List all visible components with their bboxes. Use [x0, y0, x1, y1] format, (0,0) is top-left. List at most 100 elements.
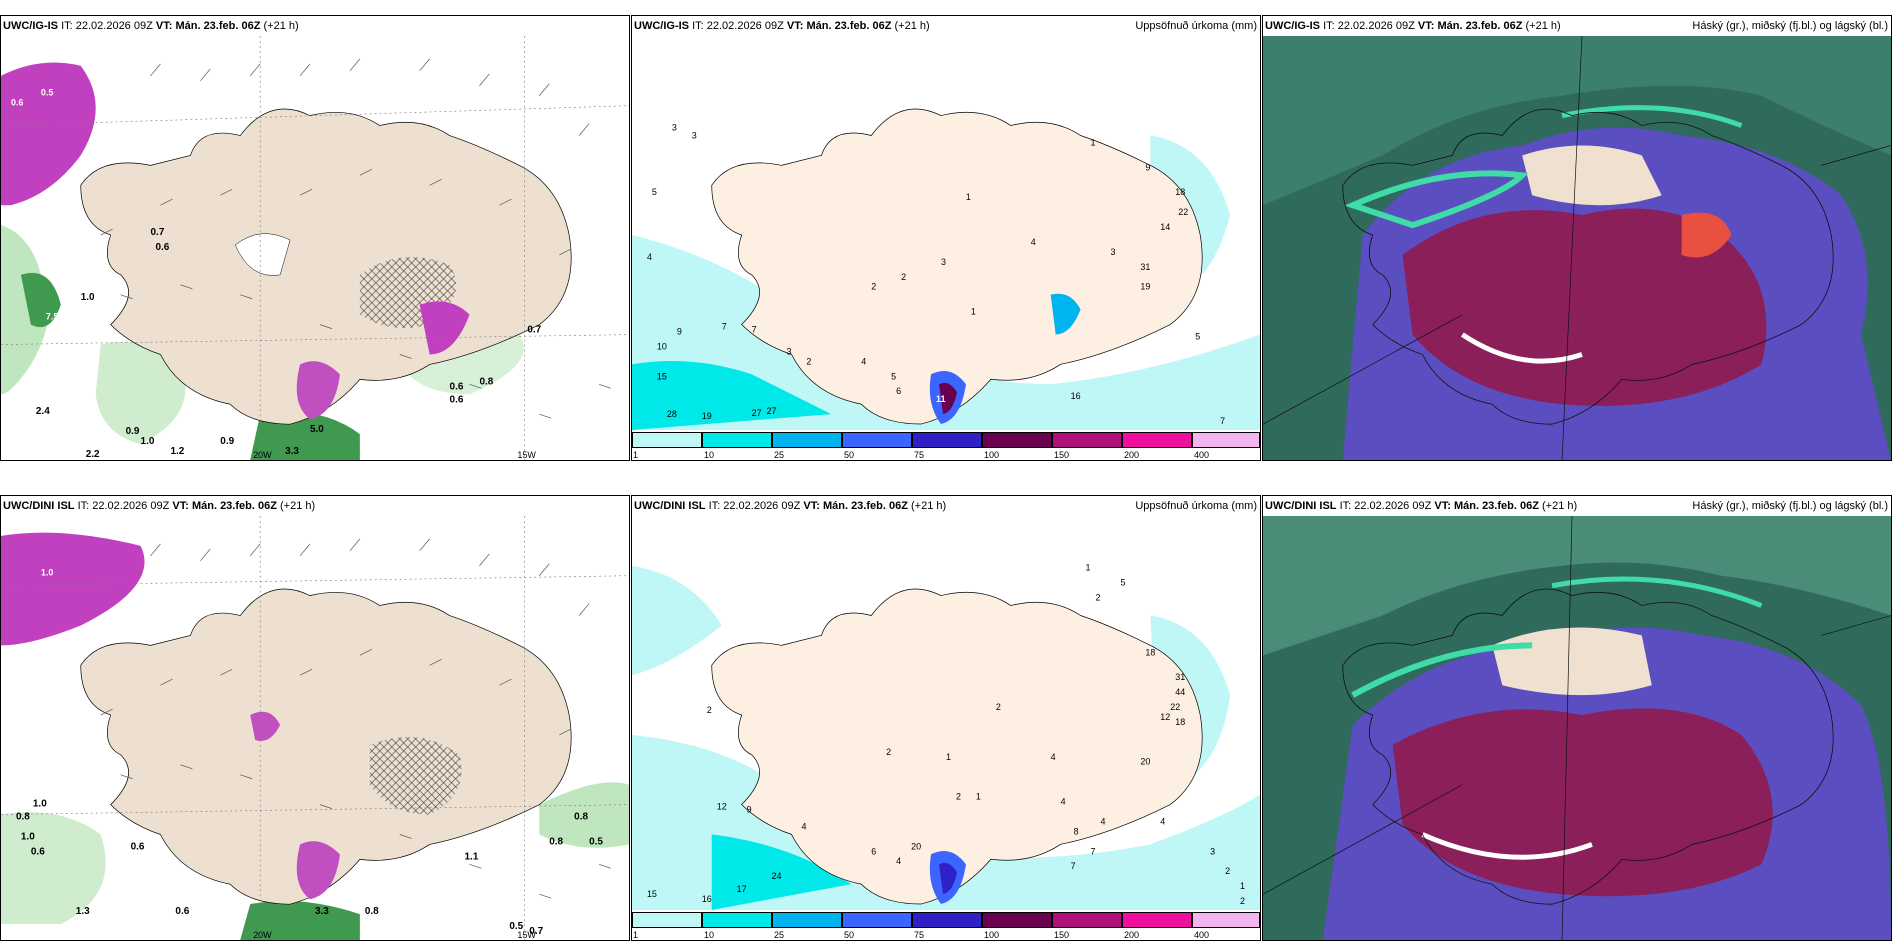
map-wind-precip: 1.0 0.6 0.8 1.0 0.6 1.3 0.6 3.3 0.8 1.1 … [1, 516, 629, 940]
svg-text:2: 2 [707, 705, 712, 715]
svg-text:2: 2 [996, 702, 1001, 712]
svg-text:1.0: 1.0 [21, 831, 35, 842]
colorbar-segment [702, 912, 772, 928]
svg-text:3: 3 [692, 130, 697, 140]
panel-ig-clouds: UWC/IG-IS IT: 22.02.2026 09Z VT: Mán. 23… [1262, 15, 1892, 461]
svg-text:9: 9 [747, 805, 752, 815]
svg-text:4: 4 [896, 856, 901, 866]
svg-text:2: 2 [901, 272, 906, 282]
svg-text:0.6: 0.6 [450, 381, 464, 392]
svg-text:4: 4 [1051, 752, 1056, 762]
svg-text:7: 7 [722, 322, 727, 332]
svg-text:5: 5 [1120, 578, 1125, 588]
svg-text:1.0: 1.0 [41, 568, 53, 578]
svg-text:11: 11 [936, 394, 945, 404]
svg-text:22: 22 [1178, 207, 1188, 217]
svg-text:2: 2 [1096, 593, 1101, 603]
svg-text:0.6: 0.6 [156, 242, 170, 253]
svg-text:10: 10 [657, 341, 667, 351]
colorbar-tick: 150 [1054, 450, 1070, 460]
colorbar-tick: 400 [1194, 930, 1210, 940]
svg-text:20W: 20W [253, 450, 272, 460]
map-cloud-cover [1263, 516, 1891, 940]
svg-text:1: 1 [946, 752, 951, 762]
colorbar-segment [702, 432, 772, 448]
svg-text:7: 7 [1071, 861, 1076, 871]
colorbar-tick: 200 [1124, 930, 1140, 940]
colorbar-segment [1192, 912, 1260, 928]
map-wind-precip: 0.7 0.6 7.5 1.0 2.4 0.9 1.0 1.2 0.9 3.3 … [1, 36, 629, 460]
svg-text:16: 16 [1071, 391, 1081, 401]
svg-text:3.3: 3.3 [315, 906, 329, 917]
svg-text:20: 20 [1140, 757, 1150, 767]
colorbar-segment [1122, 912, 1192, 928]
svg-text:0.7: 0.7 [529, 926, 543, 937]
svg-text:28: 28 [667, 409, 677, 419]
svg-text:2: 2 [871, 282, 876, 292]
svg-text:1: 1 [971, 307, 976, 317]
svg-text:7: 7 [1220, 416, 1225, 426]
svg-text:24: 24 [772, 871, 782, 881]
panel-dini-precip: UWC/DINI ISL IT: 22.02.2026 09Z VT: Mán.… [631, 495, 1261, 941]
panel-header: UWC/IG-IS IT: 22.02.2026 09Z VT: Mán. 23… [3, 20, 299, 32]
svg-text:3: 3 [1210, 846, 1215, 856]
svg-text:9: 9 [1145, 162, 1150, 172]
colorbar-segment [632, 912, 702, 928]
panel-dini-clouds: UWC/DINI ISL IT: 22.02.2026 09Z VT: Mán.… [1262, 495, 1892, 941]
svg-text:2: 2 [806, 356, 811, 366]
svg-text:0.8: 0.8 [365, 906, 379, 917]
colorbar-segment [1192, 432, 1260, 448]
panel-ig-wind-snow: UWC/IG-IS IT: 22.02.2026 09Z VT: Mán. 23… [0, 15, 630, 461]
colorbar-tick: 200 [1124, 450, 1140, 460]
svg-text:17: 17 [737, 884, 747, 894]
colorbar-segment [632, 432, 702, 448]
svg-text:1.2: 1.2 [170, 446, 184, 457]
svg-text:18: 18 [1145, 647, 1155, 657]
svg-text:1: 1 [966, 192, 971, 202]
svg-text:1.1: 1.1 [465, 851, 479, 862]
svg-text:19: 19 [1140, 282, 1150, 292]
panel-ig-precip: UWC/IG-IS IT: 22.02.2026 09Z VT: Mán. 23… [631, 15, 1261, 461]
svg-text:0.8: 0.8 [16, 812, 30, 823]
panel-header: UWC/DINI ISL IT: 22.02.2026 09Z VT: Mán.… [1263, 496, 1891, 516]
svg-text:0.6: 0.6 [131, 841, 145, 852]
colorbar-segment [1122, 432, 1192, 448]
svg-text:6: 6 [871, 846, 876, 856]
svg-text:12: 12 [1160, 712, 1170, 722]
svg-text:4: 4 [801, 821, 806, 831]
svg-text:14: 14 [1160, 222, 1170, 232]
colorbar-tick: 400 [1194, 450, 1210, 460]
map-accumulated-precip: 2 12 9 15 16 17 24 4 6 20 4 2 1 1 2 2 4 … [632, 516, 1260, 910]
svg-text:0.7: 0.7 [527, 325, 541, 336]
svg-text:15: 15 [657, 371, 667, 381]
svg-text:2: 2 [1225, 866, 1230, 876]
svg-text:0.6: 0.6 [11, 98, 23, 108]
svg-text:3.3: 3.3 [285, 446, 299, 457]
svg-text:1.0: 1.0 [81, 292, 95, 303]
svg-text:2: 2 [886, 747, 891, 757]
colorbar-tick: 150 [1054, 930, 1070, 940]
colorbar-segment [982, 912, 1052, 928]
svg-text:0.5: 0.5 [509, 921, 523, 932]
svg-text:0.6: 0.6 [175, 906, 189, 917]
svg-text:1: 1 [1240, 881, 1245, 891]
svg-text:18: 18 [1175, 717, 1185, 727]
svg-text:16: 16 [702, 894, 712, 904]
colorbar-tick: 10 [704, 450, 715, 460]
svg-text:18: 18 [1175, 187, 1185, 197]
svg-text:4: 4 [1031, 237, 1036, 247]
colorbar-segment [772, 432, 842, 448]
panel-header: UWC/IG-IS IT: 22.02.2026 09Z VT: Mán. 23… [1263, 16, 1891, 36]
svg-text:27: 27 [752, 408, 762, 418]
svg-text:7.5: 7.5 [46, 312, 58, 322]
map-cloud-cover [1263, 36, 1891, 460]
svg-text:15W: 15W [517, 450, 536, 460]
svg-text:0.7: 0.7 [151, 227, 165, 238]
svg-text:0.8: 0.8 [549, 836, 563, 847]
svg-text:0.9: 0.9 [220, 436, 234, 447]
svg-text:0.6: 0.6 [31, 846, 45, 857]
svg-text:5: 5 [891, 371, 896, 381]
colorbar-segment [982, 432, 1052, 448]
svg-text:3: 3 [787, 346, 792, 356]
colorbar-segment [912, 912, 982, 928]
